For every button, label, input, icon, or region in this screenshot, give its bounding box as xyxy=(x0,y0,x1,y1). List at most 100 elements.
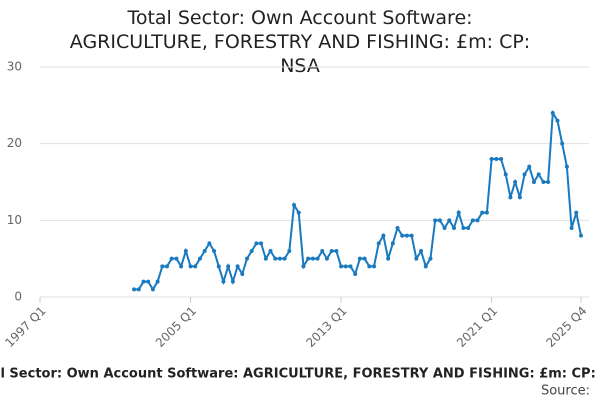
data-point xyxy=(197,256,202,261)
data-point xyxy=(310,256,315,261)
data-point xyxy=(447,218,452,223)
data-point xyxy=(273,256,278,261)
data-point xyxy=(339,264,344,269)
data-point xyxy=(357,256,362,261)
data-point xyxy=(188,264,193,269)
data-point xyxy=(499,157,504,161)
y-tick-label: 30 xyxy=(7,60,22,74)
data-point xyxy=(475,218,480,223)
data-point xyxy=(428,256,433,261)
x-tick-label: 2013 Q1 xyxy=(303,304,349,350)
data-point xyxy=(136,287,141,292)
data-point xyxy=(348,264,353,269)
data-point xyxy=(513,180,518,184)
data-point xyxy=(282,256,287,261)
data-point xyxy=(240,272,245,276)
data-point xyxy=(353,272,358,276)
data-point xyxy=(315,256,320,261)
x-tick-label: 2005 Q1 xyxy=(153,304,199,350)
data-point xyxy=(400,233,405,238)
chart-title: Total Sector: Own Account Software: AGRI… xyxy=(69,7,531,77)
data-point xyxy=(165,264,170,269)
data-point xyxy=(433,218,438,223)
data-point xyxy=(277,256,282,261)
data-point xyxy=(160,264,165,269)
data-point xyxy=(146,279,151,284)
data-point xyxy=(423,264,428,269)
x-tick-label: 2025 Q4 xyxy=(543,304,589,350)
data-point xyxy=(324,256,329,261)
data-point xyxy=(470,218,475,223)
data-point xyxy=(259,241,264,246)
data-point xyxy=(296,210,301,215)
data-point xyxy=(292,203,297,207)
data-point xyxy=(480,210,485,215)
data-point xyxy=(574,210,579,215)
data-point xyxy=(334,249,339,253)
data-point xyxy=(306,256,311,261)
data-point xyxy=(376,241,381,246)
data-point xyxy=(550,111,555,115)
data-point xyxy=(362,256,367,261)
data-point xyxy=(287,249,292,253)
data-point xyxy=(414,256,419,261)
data-point xyxy=(541,180,546,184)
data-point xyxy=(174,256,179,261)
footer-title: Total Sector: Own Account Software: AGRI… xyxy=(0,367,600,382)
data-point xyxy=(456,210,461,215)
data-point xyxy=(531,180,536,184)
data-point xyxy=(268,249,273,253)
data-point xyxy=(564,164,569,169)
data-point xyxy=(560,141,565,146)
data-point xyxy=(202,249,207,253)
data-point xyxy=(367,264,372,269)
data-point xyxy=(244,256,249,261)
data-point xyxy=(132,287,137,292)
data-point xyxy=(517,195,522,200)
data-point xyxy=(451,226,456,230)
data-point xyxy=(437,218,442,223)
data-point xyxy=(461,226,466,230)
data-point xyxy=(522,172,527,177)
data-point xyxy=(207,241,212,246)
data-point xyxy=(301,264,306,269)
data-point xyxy=(150,287,155,292)
data-point xyxy=(372,264,377,269)
data-point xyxy=(390,241,395,246)
source-label: Source: xyxy=(541,384,590,399)
data-point xyxy=(235,264,240,269)
data-point xyxy=(381,233,386,238)
data-point xyxy=(249,249,254,253)
data-point xyxy=(169,256,174,261)
data-point xyxy=(569,226,574,230)
x-tick-label: 1997 Q1 xyxy=(2,304,48,350)
data-point xyxy=(489,157,494,161)
data-point xyxy=(329,249,334,253)
data-point xyxy=(442,226,447,230)
data-point xyxy=(527,164,532,169)
data-point xyxy=(386,256,391,261)
data-point xyxy=(503,172,508,177)
data-point xyxy=(230,279,235,284)
data-point xyxy=(343,264,348,269)
data-point xyxy=(193,264,198,269)
data-point xyxy=(212,249,217,253)
data-point xyxy=(221,279,226,284)
data-point xyxy=(155,279,160,284)
data-point xyxy=(395,226,400,230)
data-point xyxy=(179,264,184,269)
x-tick-label: 2021 Q1 xyxy=(454,304,500,350)
data-point xyxy=(216,264,221,269)
data-point xyxy=(466,226,471,230)
data-point xyxy=(508,195,513,200)
data-line xyxy=(134,109,582,292)
data-point xyxy=(555,118,560,123)
data-point xyxy=(320,249,325,253)
y-tick-label: 0 xyxy=(14,290,22,304)
data-point xyxy=(419,249,424,253)
data-point xyxy=(546,180,551,184)
data-point xyxy=(226,264,231,269)
data-point xyxy=(263,256,268,261)
